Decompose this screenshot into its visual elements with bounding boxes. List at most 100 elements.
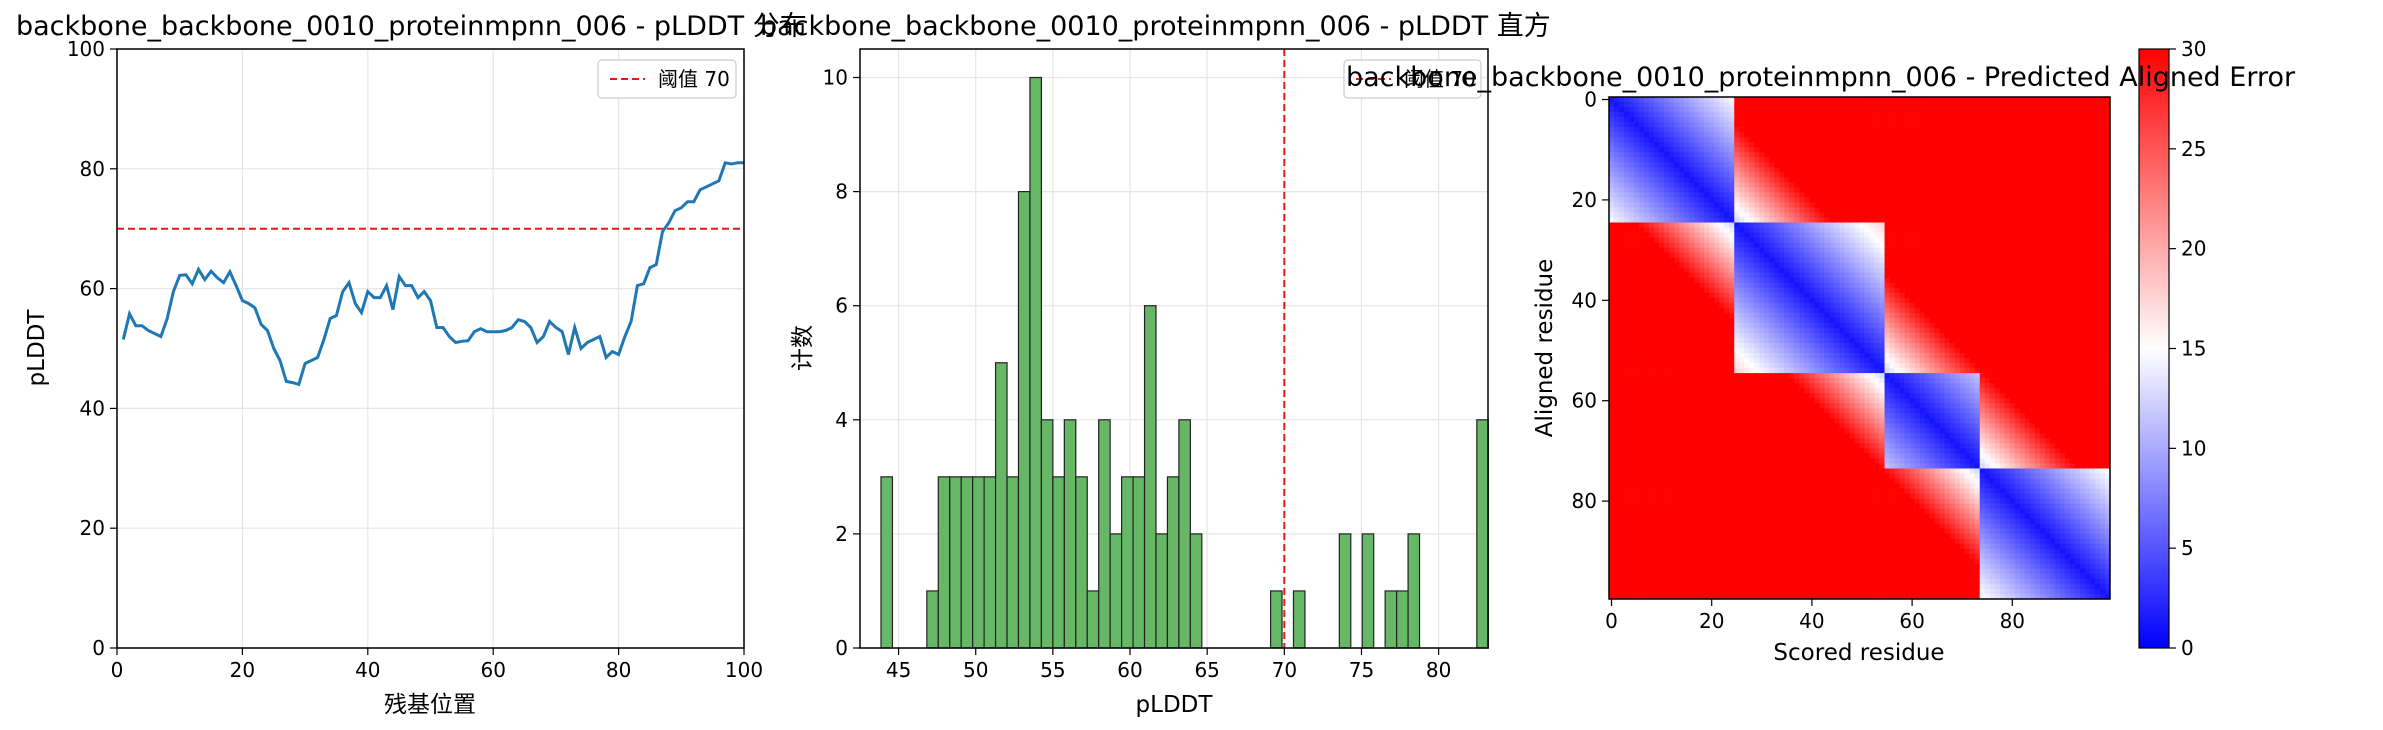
pae-cell [2074, 137, 2081, 143]
pae-cell [1664, 227, 1670, 233]
pae-cell [2014, 217, 2021, 223]
pae-cell [1639, 187, 1645, 193]
pae-cell [2024, 167, 2031, 173]
pae-cell [1799, 217, 1805, 223]
pae-cell [1769, 237, 1775, 243]
pae-cell [1639, 117, 1645, 123]
pae-cell [1839, 327, 1845, 334]
pae-cell [1724, 202, 1730, 208]
pae-cell [1964, 167, 1971, 173]
pae-cell [1724, 122, 1730, 128]
pae-cell [1789, 317, 1795, 324]
pae-cell [1929, 147, 1935, 153]
pae-cell [1839, 332, 1845, 339]
pae-cell [2019, 132, 2026, 138]
pae-cell [1884, 197, 1890, 203]
pae-cell [2044, 252, 2051, 258]
pae-cell [2049, 107, 2056, 113]
pae-cell [2034, 267, 2041, 274]
pae-cell [1839, 312, 1845, 319]
pae-cell [1984, 307, 1991, 314]
pae-cell [2089, 272, 2096, 279]
pae-cell [1924, 107, 1930, 113]
pae-cell [1814, 112, 1820, 118]
pae-cell [1694, 262, 1700, 269]
pae-cell [2019, 212, 2026, 218]
pae-cell [2064, 267, 2071, 274]
pae-cell [1864, 227, 1870, 233]
pae-cell [2009, 302, 2016, 309]
pae-cell [1999, 132, 2006, 138]
pae-cell [1884, 97, 1890, 103]
pae-cell [1679, 317, 1685, 324]
pae-cell [2064, 127, 2071, 133]
pae-cell [1879, 227, 1885, 233]
pae-cell [1954, 312, 1961, 319]
pae-cell [1719, 227, 1725, 233]
pae-cell [2049, 217, 2056, 223]
pae-cell [1819, 102, 1825, 108]
pae-cell [1974, 167, 1981, 173]
pae-cell [2009, 212, 2016, 218]
pae-cell [1984, 252, 1991, 258]
pae-cell [1799, 157, 1805, 163]
pae-cell [2029, 187, 2036, 193]
pae-cell [2004, 327, 2011, 334]
pae-cell [1879, 237, 1885, 243]
pae-cell [1919, 127, 1925, 133]
pae-cell [1984, 182, 1991, 188]
pae-cell [1974, 282, 1981, 289]
pae-cell [1629, 167, 1635, 173]
pae-cell [1894, 157, 1900, 163]
pae-cell [1809, 162, 1815, 168]
pae-cell [1999, 272, 2006, 279]
pae-cell [1844, 217, 1850, 223]
pae-cell [2029, 297, 2036, 304]
pae-cell [1939, 102, 1946, 108]
pae-cell [1949, 157, 1956, 163]
pae-cell [1824, 167, 1830, 173]
pae-cell [1869, 107, 1875, 113]
pae-cell [1784, 292, 1790, 299]
pae-cell [1874, 212, 1880, 218]
pae-cell [1804, 142, 1810, 148]
pae-cell [1764, 232, 1770, 238]
pae-cell [2074, 112, 2081, 118]
pae-cell [2079, 302, 2086, 309]
pae-cell [1809, 222, 1815, 228]
pae-cell [1669, 132, 1675, 138]
pae-cell [2039, 222, 2046, 228]
pae-cell [1759, 282, 1765, 289]
pae-cell [1794, 207, 1800, 213]
pae-cell [1999, 212, 2006, 218]
pae-cell [1684, 162, 1690, 168]
pae-cell [1624, 132, 1630, 138]
pae-cell [2034, 157, 2041, 163]
pae-cell [2099, 152, 2106, 158]
pae-cell [1839, 242, 1845, 248]
pae-cell [1749, 152, 1755, 158]
pae-cell [2014, 287, 2021, 294]
pae-cell [2074, 142, 2081, 148]
pae-cell [1849, 337, 1855, 344]
pae-cell [1754, 262, 1760, 269]
pae-cell [2029, 302, 2036, 309]
pae-cell [1914, 217, 1920, 223]
pae-cell [1734, 167, 1740, 173]
pae-cell [1899, 252, 1905, 258]
pae-cell [2034, 182, 2041, 188]
pae-cell [1989, 252, 1996, 258]
pae-cell [1739, 277, 1745, 284]
pae-cell [1674, 302, 1680, 309]
pae-cell [1769, 152, 1775, 158]
pae-cell [2049, 302, 2056, 309]
pae-cell [2074, 307, 2081, 314]
pae-cell [1664, 112, 1670, 118]
pae-cell [1989, 192, 1996, 198]
pae-cell [1959, 297, 1966, 304]
pae-cell [2024, 122, 2031, 128]
pae-cell [2094, 292, 2101, 299]
pae-cell [2094, 117, 2101, 123]
pae-cell [1644, 152, 1650, 158]
pae-cell [1934, 142, 1941, 148]
